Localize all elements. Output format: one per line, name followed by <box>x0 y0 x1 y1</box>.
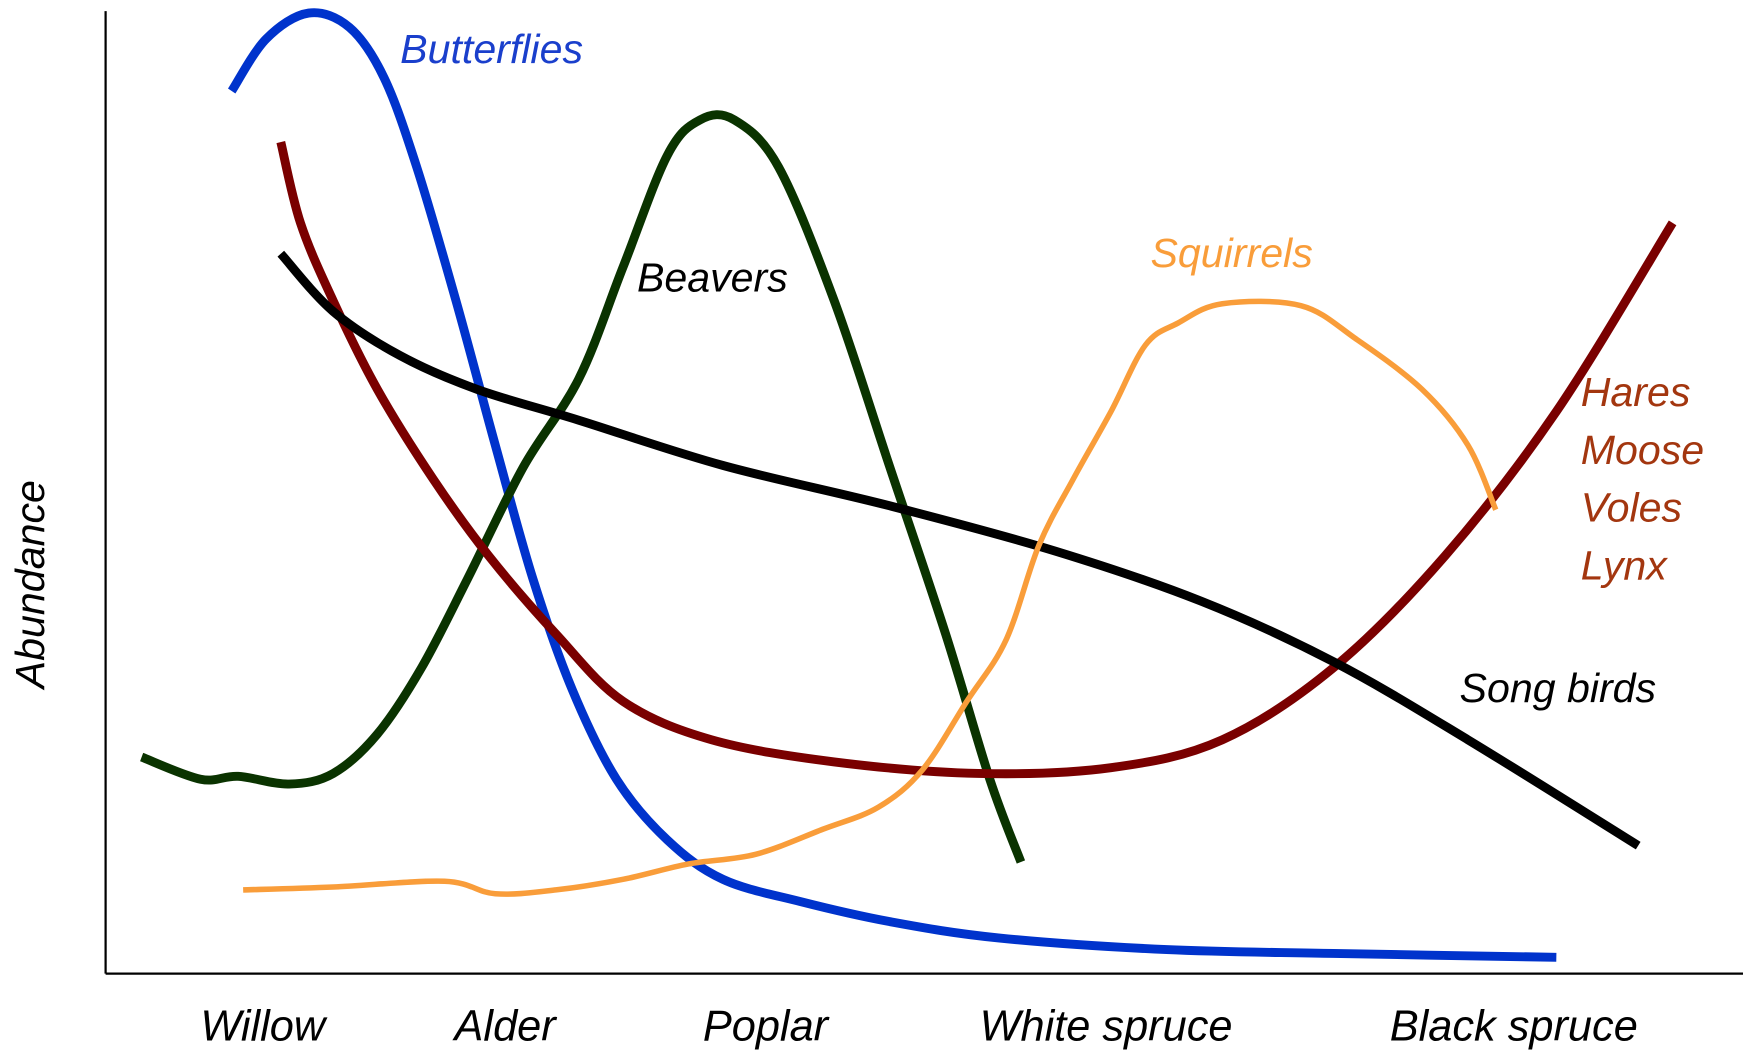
x-tick-label: Willow <box>200 1003 327 1051</box>
series-label: Voles <box>1581 485 1682 531</box>
series-line <box>277 250 1641 850</box>
series-line <box>140 110 1026 864</box>
series-label: Butterflies <box>400 26 583 72</box>
series-label: Song birds <box>1460 665 1657 711</box>
series-line <box>243 298 1499 897</box>
series-line <box>227 8 1557 962</box>
series-label: Moose <box>1581 427 1704 473</box>
series-line <box>276 140 1677 779</box>
x-tick-label: White spruce <box>980 1003 1233 1051</box>
series-label: Squirrels <box>1151 230 1313 276</box>
y-axis-label: Abundance <box>7 480 53 691</box>
series-label: Lynx <box>1581 542 1669 588</box>
series-label: Beavers <box>637 254 788 300</box>
x-tick-label: Black spruce <box>1390 1003 1638 1051</box>
x-tick-label: Alder <box>452 1003 558 1051</box>
series-label: Hares <box>1581 369 1691 415</box>
x-tick-label: Poplar <box>703 1003 830 1051</box>
